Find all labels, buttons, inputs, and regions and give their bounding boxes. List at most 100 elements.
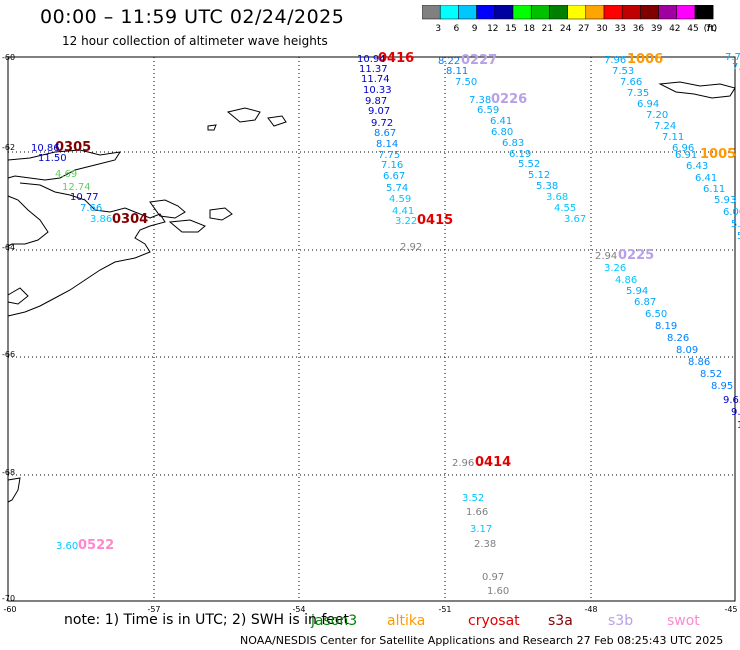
- wave-height-value: 3.52: [462, 493, 484, 504]
- wave-height-value: 2.94: [595, 251, 617, 262]
- wave-height-value: 7.53: [612, 66, 634, 77]
- legend-value: 45: [687, 24, 698, 34]
- wave-height-value: 2.38: [474, 539, 496, 550]
- latitude-label: -68: [2, 468, 15, 477]
- wave-height-value: 12.74: [62, 182, 91, 193]
- satellite-name: s3b: [608, 613, 633, 629]
- wave-height-value: 6.80: [491, 127, 513, 138]
- wave-height-value: 7.11: [662, 132, 684, 143]
- wave-height-value: 6.11: [703, 184, 725, 195]
- wave-height-value: 6.41: [695, 173, 717, 184]
- wave-height-value: 3.68: [546, 192, 568, 203]
- wave-height-value: 7.66: [620, 77, 642, 88]
- coastline: [7, 81, 736, 503]
- wave-height-value: 6.67: [383, 171, 405, 182]
- wave-height-value: 2.96: [452, 458, 474, 469]
- note-prefix: note: 1) Time is in UTC; 2) SWH is in fe…: [64, 612, 350, 628]
- track-label: 0304: [112, 212, 148, 227]
- wave-height-value: 5.4: [731, 219, 740, 230]
- wave-height-value: 0.97: [482, 572, 504, 583]
- legend-value: 15: [505, 24, 516, 34]
- legend-value: 33: [614, 24, 625, 34]
- wave-height-value: 7.75: [378, 150, 400, 161]
- satellite-name: cryosat: [468, 613, 520, 629]
- legend-value: 6: [454, 24, 460, 34]
- longitude-label: -54: [292, 605, 305, 614]
- wave-height-value: 6.00: [723, 207, 740, 218]
- legend-value: 21: [542, 24, 553, 34]
- map-title: 00:00 – 11:59 UTC 02/24/2025: [40, 6, 345, 28]
- wave-height-value: 11.50: [38, 153, 67, 164]
- wave-height-value: 5.93: [714, 195, 736, 206]
- longitude-labels: -60 -57 -54 -51 -48 -45: [3, 605, 737, 614]
- wave-height-value: 8.67: [374, 128, 396, 139]
- wave-height-value: 10.94: [357, 54, 386, 65]
- latitude-labels: -60 -62 -64 -66 -68 -70: [2, 53, 15, 603]
- legend-value: 18: [523, 24, 535, 34]
- latitude-label: -60: [2, 53, 15, 62]
- track-label: 0225: [618, 248, 654, 263]
- wave-height-value: 8.14: [376, 139, 398, 150]
- track-label: 0414: [475, 455, 511, 470]
- wave-height-value: 6.87: [634, 297, 656, 308]
- legend-swatch: [694, 5, 714, 20]
- wave-height-value: 6.96: [672, 143, 694, 154]
- wave-height-value: 3.67: [564, 214, 586, 225]
- wave-height-value: 9.07: [368, 106, 390, 117]
- wave-height-value: 9.5: [731, 407, 740, 418]
- wave-height-value: 7.96: [604, 55, 626, 66]
- wave-height-value: 3.26: [604, 263, 626, 274]
- wave-height-value: 6.91: [675, 150, 697, 161]
- legend-value: 12: [487, 24, 498, 34]
- wave-height-value: 7.75: [725, 52, 740, 63]
- legend-value: 3: [435, 24, 441, 34]
- wave-height-value: 8.86: [688, 357, 710, 368]
- wave-height-value: 7.20: [646, 110, 668, 121]
- track-label: 0522: [78, 538, 114, 553]
- wave-height-value: 10.33: [363, 85, 392, 96]
- wave-height-value: 8.11: [446, 66, 468, 77]
- legend-value: 24: [560, 24, 572, 34]
- wave-height-value: 10.86: [31, 143, 60, 154]
- wave-height-value: 2.92: [400, 242, 422, 253]
- wave-height-value: 11.74: [361, 74, 390, 85]
- wave-height-value: 9.87: [365, 96, 387, 107]
- satellite-name: swot: [667, 613, 700, 629]
- satellite-name: altika: [387, 613, 425, 629]
- wave-height-value: 7.66: [80, 203, 102, 214]
- altimeter-tracks: 041610.9411.3711.7410.339.879.079.728.67…: [31, 51, 740, 597]
- track-label: 0416: [378, 51, 414, 66]
- wave-height-value: 10: [737, 420, 740, 431]
- wave-height-value: 8.09: [676, 345, 698, 356]
- latitude-label: -64: [2, 243, 15, 252]
- map-frame: [7, 56, 736, 602]
- wave-height-value: 9.63: [723, 395, 740, 406]
- wave-height-value: 9.72: [371, 118, 393, 129]
- wave-height-value: 6.43: [686, 161, 708, 172]
- wave-height-value: 6.19: [509, 149, 531, 160]
- latitude-label: -62: [2, 143, 15, 152]
- wave-height-value: 3.86: [90, 214, 112, 225]
- track-label: 0305: [55, 140, 91, 155]
- track-label: 1005: [700, 147, 736, 162]
- longitude-label: -45: [724, 605, 737, 614]
- legend-value: 30: [596, 24, 608, 34]
- wave-height-value: 4.41: [392, 206, 414, 217]
- wave-height-value: 6.83: [502, 138, 524, 149]
- wave-height-value: 5.38: [536, 181, 558, 192]
- latitude-label: -66: [2, 350, 15, 359]
- longitude-label: -51: [438, 605, 451, 614]
- wave-height-value: 11.37: [359, 64, 388, 75]
- footer-credit: NOAA/NESDIS Center for Satellite Applica…: [240, 634, 724, 647]
- map-subtitle: 12 hour collection of altimeter wave hei…: [62, 34, 328, 48]
- wave-height-value: 8.19: [655, 321, 677, 332]
- wave-height-value: 4.69: [55, 169, 77, 180]
- wave-height-value: 3.22: [395, 216, 417, 227]
- longitude-label: -57: [147, 605, 160, 614]
- color-legend: 3 6 9 12 15 18 21 24 27 30 33 36 39 42 45 70(ft): [422, 5, 717, 34]
- track-label: 0227: [461, 53, 497, 68]
- wave-height-value: 6.94: [637, 99, 659, 110]
- legend-value: 36: [633, 24, 645, 34]
- wave-height-value: 3.17: [470, 524, 492, 535]
